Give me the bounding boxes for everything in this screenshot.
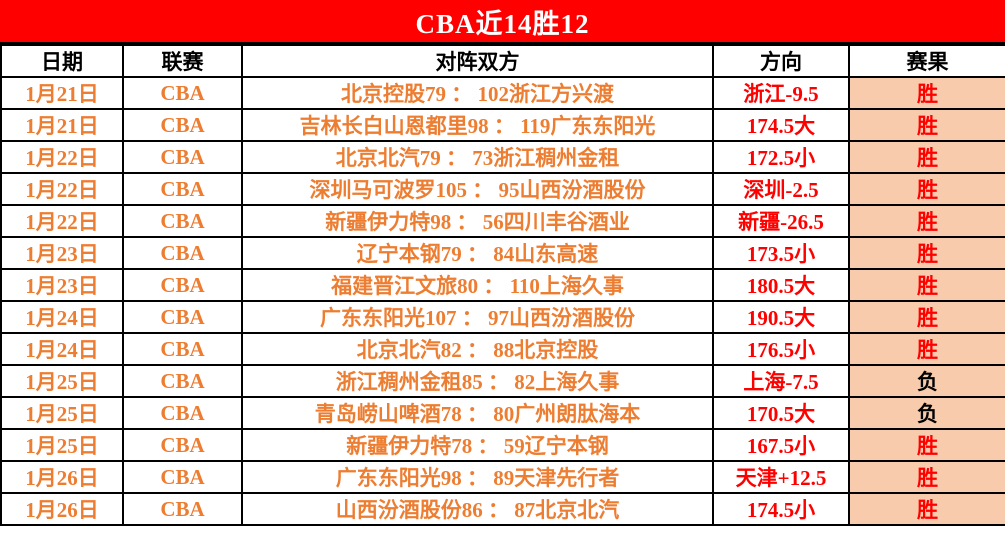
matchup-cell: 青岛崂山啤酒78 ： 80广州朗肽海本 — [241, 396, 714, 430]
direction-cell: 174.5小 — [712, 492, 850, 526]
date-cell: 1月25日 — [0, 396, 124, 430]
direction-cell: 上海-7.5 — [712, 364, 850, 398]
league-cell: CBA — [122, 108, 243, 142]
result-cell: 胜 — [848, 76, 1005, 110]
matchup-cell: 深圳马可波罗105 ： 95山西汾酒股份 — [241, 172, 714, 206]
matchup-cell: 福建晋江文旅80 ： 110上海久事 — [241, 268, 714, 302]
matchup-cell: 广东东阳光98 ： 89天津先行者 — [241, 460, 714, 494]
date-cell: 1月23日 — [0, 236, 124, 270]
league-cell: CBA — [122, 268, 243, 302]
table-row: 1月25日 CBA 浙江稠州金租85 ： 82上海久事 上海-7.5 负 — [0, 364, 1005, 398]
direction-cell: 180.5大 — [712, 268, 850, 302]
league-cell: CBA — [122, 492, 243, 526]
table-row: 1月22日 CBA 深圳马可波罗105 ： 95山西汾酒股份 深圳-2.5 胜 — [0, 172, 1005, 206]
matchup-cell: 北京控股79 ： 102浙江方兴渡 — [241, 76, 714, 110]
table-row: 1月21日 CBA 北京控股79 ： 102浙江方兴渡 浙江-9.5 胜 — [0, 76, 1005, 110]
direction-cell: 新疆-26.5 — [712, 204, 850, 238]
direction-cell: 167.5小 — [712, 428, 850, 462]
date-cell: 1月25日 — [0, 428, 124, 462]
result-cell: 胜 — [848, 428, 1005, 462]
column-header-matchup: 对阵双方 — [241, 44, 714, 78]
table-row: 1月24日 CBA 广东东阳光107 ： 97山西汾酒股份 190.5大胜 — [0, 300, 1005, 334]
matchup-cell: 北京北汽82 ： 88北京控股 — [241, 332, 714, 366]
table-row: 1月26日 CBA 山西汾酒股份86 ： 87北京北汽 174.5小胜 — [0, 492, 1005, 526]
date-cell: 1月23日 — [0, 268, 124, 302]
direction-cell: 深圳-2.5 — [712, 172, 850, 206]
date-cell: 1月26日 — [0, 492, 124, 526]
matchup-cell: 山西汾酒股份86 ： 87北京北汽 — [241, 492, 714, 526]
page-title: CBA近14胜12 — [415, 8, 590, 39]
league-cell: CBA — [122, 204, 243, 238]
league-cell: CBA — [122, 396, 243, 430]
table-row: 1月24日 CBA 北京北汽82 ： 88北京控股 176.5小胜 — [0, 332, 1005, 366]
result-cell: 胜 — [848, 108, 1005, 142]
result-cell: 胜 — [848, 332, 1005, 366]
league-cell: CBA — [122, 364, 243, 398]
league-cell: CBA — [122, 428, 243, 462]
matchup-cell: 新疆伊力特98 ： 56四川丰谷酒业 — [241, 204, 714, 238]
direction-cell: 173.5小 — [712, 236, 850, 270]
header-row: 日期 联赛 对阵双方 方向 赛果 — [0, 44, 1005, 78]
result-cell: 胜 — [848, 268, 1005, 302]
table-row: 1月23日 CBA 辽宁本钢79 ： 84山东高速 173.5小胜 — [0, 236, 1005, 270]
table-row: 1月25日 CBA 青岛崂山啤酒78 ： 80广州朗肽海本 170.5大负 — [0, 396, 1005, 430]
league-cell: CBA — [122, 172, 243, 206]
league-cell: CBA — [122, 460, 243, 494]
result-cell: 胜 — [848, 140, 1005, 174]
league-cell: CBA — [122, 332, 243, 366]
league-cell: CBA — [122, 236, 243, 270]
title-bar: CBA近14胜12 — [0, 0, 1005, 44]
result-cell: 负 — [848, 396, 1005, 430]
league-cell: CBA — [122, 140, 243, 174]
direction-cell: 170.5大 — [712, 396, 850, 430]
date-cell: 1月22日 — [0, 140, 124, 174]
table-row: 1月26日 CBA 广东东阳光98 ： 89天津先行者 天津+12.5 胜 — [0, 460, 1005, 494]
result-cell: 负 — [848, 364, 1005, 398]
table-body: 1月21日 CBA 北京控股79 ： 102浙江方兴渡 浙江-9.5 胜 1月21日 CBA… — [0, 76, 1005, 526]
results-table: 日期 联赛 对阵双方 方向 赛果 1月21日 CBA 北京控股79 ： 102浙江方… — [0, 44, 1005, 526]
result-cell: 胜 — [848, 236, 1005, 270]
date-cell: 1月22日 — [0, 204, 124, 238]
table-row: 1月25日 CBA 新疆伊力特78 ： 59辽宁本钢 167.5小胜 — [0, 428, 1005, 462]
direction-cell: 天津+12.5 — [712, 460, 850, 494]
date-cell: 1月21日 — [0, 76, 124, 110]
matchup-cell: 浙江稠州金租85 ： 82上海久事 — [241, 364, 714, 398]
result-cell: 胜 — [848, 204, 1005, 238]
direction-cell: 190.5大 — [712, 300, 850, 334]
result-cell: 胜 — [848, 460, 1005, 494]
column-header-result: 赛果 — [848, 44, 1005, 78]
league-cell: CBA — [122, 76, 243, 110]
date-cell: 1月26日 — [0, 460, 124, 494]
table-header: 日期 联赛 对阵双方 方向 赛果 — [0, 44, 1005, 78]
date-cell: 1月22日 — [0, 172, 124, 206]
direction-cell: 浙江-9.5 — [712, 76, 850, 110]
table-row: 1月21日 CBA 吉林长白山恩都里98 ： 119广东东阳光 174.5大胜 — [0, 108, 1005, 142]
table-row: 1月22日 CBA 北京北汽79 ： 73浙江稠州金租 172.5小胜 — [0, 140, 1005, 174]
matchup-cell: 辽宁本钢79 ： 84山东高速 — [241, 236, 714, 270]
matchup-cell: 广东东阳光107 ： 97山西汾酒股份 — [241, 300, 714, 334]
date-cell: 1月24日 — [0, 300, 124, 334]
result-cell: 胜 — [848, 300, 1005, 334]
table-row: 1月22日 CBA 新疆伊力特98 ： 56四川丰谷酒业 新疆-26.5 胜 — [0, 204, 1005, 238]
column-header-date: 日期 — [0, 44, 124, 78]
table-row: 1月23日 CBA 福建晋江文旅80 ： 110上海久事 180.5大胜 — [0, 268, 1005, 302]
column-header-direction: 方向 — [712, 44, 850, 78]
date-cell: 1月25日 — [0, 364, 124, 398]
matchup-cell: 北京北汽79 ： 73浙江稠州金租 — [241, 140, 714, 174]
matchup-cell: 新疆伊力特78 ： 59辽宁本钢 — [241, 428, 714, 462]
date-cell: 1月21日 — [0, 108, 124, 142]
direction-cell: 174.5大 — [712, 108, 850, 142]
date-cell: 1月24日 — [0, 332, 124, 366]
matchup-cell: 吉林长白山恩都里98 ： 119广东东阳光 — [241, 108, 714, 142]
direction-cell: 176.5小 — [712, 332, 850, 366]
result-cell: 胜 — [848, 492, 1005, 526]
column-header-league: 联赛 — [122, 44, 243, 78]
league-cell: CBA — [122, 300, 243, 334]
direction-cell: 172.5小 — [712, 140, 850, 174]
result-cell: 胜 — [848, 172, 1005, 206]
